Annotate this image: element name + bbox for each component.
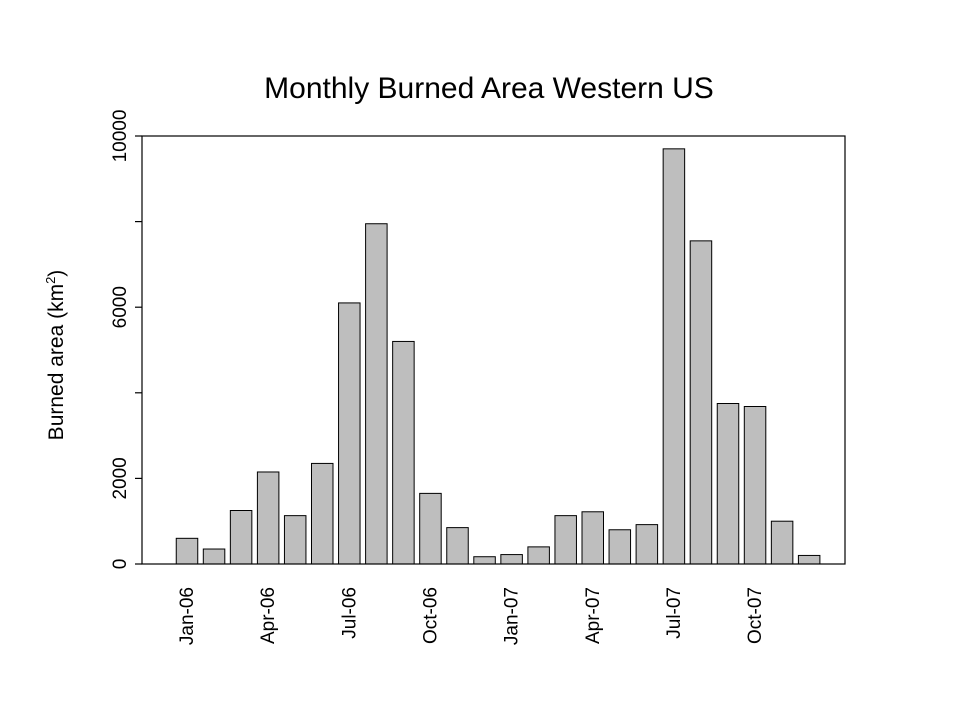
x-tick-label-jan-07: Jan-07 <box>502 587 523 645</box>
bar-aug-06 <box>365 223 388 565</box>
x-tick-label-jul-07: Jul-07 <box>664 587 685 639</box>
bar-oct-07 <box>743 406 767 565</box>
bar-dec-06 <box>473 556 496 565</box>
bar-jan-06 <box>175 537 199 565</box>
bar-feb-07 <box>527 546 550 565</box>
bar-mar-06 <box>229 510 253 565</box>
bar-jan-07 <box>500 554 523 565</box>
bar-apr-06 <box>256 471 280 565</box>
y-axis: 0 2000 6000 10000 <box>110 110 142 570</box>
bar-sep-06 <box>392 340 415 565</box>
bar-jun-06 <box>311 462 334 565</box>
plot-frame <box>141 135 846 565</box>
x-tick-label-apr-07: Apr-07 <box>583 587 604 644</box>
y-axis-label: Burned area (km2) <box>43 270 68 441</box>
y-axis-label-close: ) <box>45 270 68 277</box>
y-tick-label-6000: 6000 <box>110 286 131 328</box>
bar-oct-06 <box>419 492 442 565</box>
bar-sep-07 <box>716 403 740 565</box>
x-tick-label-oct-06: Oct-06 <box>421 587 442 644</box>
bar-may-07 <box>608 529 632 565</box>
bar-jul-06 <box>338 302 361 565</box>
bar-nov-06 <box>446 527 469 565</box>
x-tick-label-jan-06: Jan-06 <box>177 587 198 645</box>
bar-may-06 <box>283 515 307 565</box>
bar-dec-07 <box>797 554 821 565</box>
y-tick-label-2000: 2000 <box>110 457 131 499</box>
bar-jul-07 <box>662 148 686 565</box>
x-tick-label-oct-07: Oct-07 <box>745 587 766 644</box>
bar-apr-07 <box>581 511 604 565</box>
bar-mar-07 <box>554 515 577 565</box>
bar-feb-06 <box>202 548 226 565</box>
y-tick-label-10000: 10000 <box>110 110 131 163</box>
y-tick-label-0: 0 <box>110 559 131 570</box>
chart-title: Monthly Burned Area Western US <box>264 72 714 105</box>
x-tick-label-jul-06: Jul-06 <box>339 587 360 639</box>
bar-aug-07 <box>689 240 713 565</box>
x-axis: Jan-06 Apr-06 Jul-06 Oct-06 Jan-07 Apr-07 Jul-… <box>177 587 766 645</box>
bar-jun-07 <box>635 524 659 565</box>
x-tick-label-apr-06: Apr-06 <box>258 587 279 644</box>
bar-nov-07 <box>770 520 794 565</box>
y-axis-label-superscript: 2 <box>43 277 58 284</box>
y-axis-label-main: Burned area (km <box>45 284 68 440</box>
bars-group <box>175 148 821 565</box>
